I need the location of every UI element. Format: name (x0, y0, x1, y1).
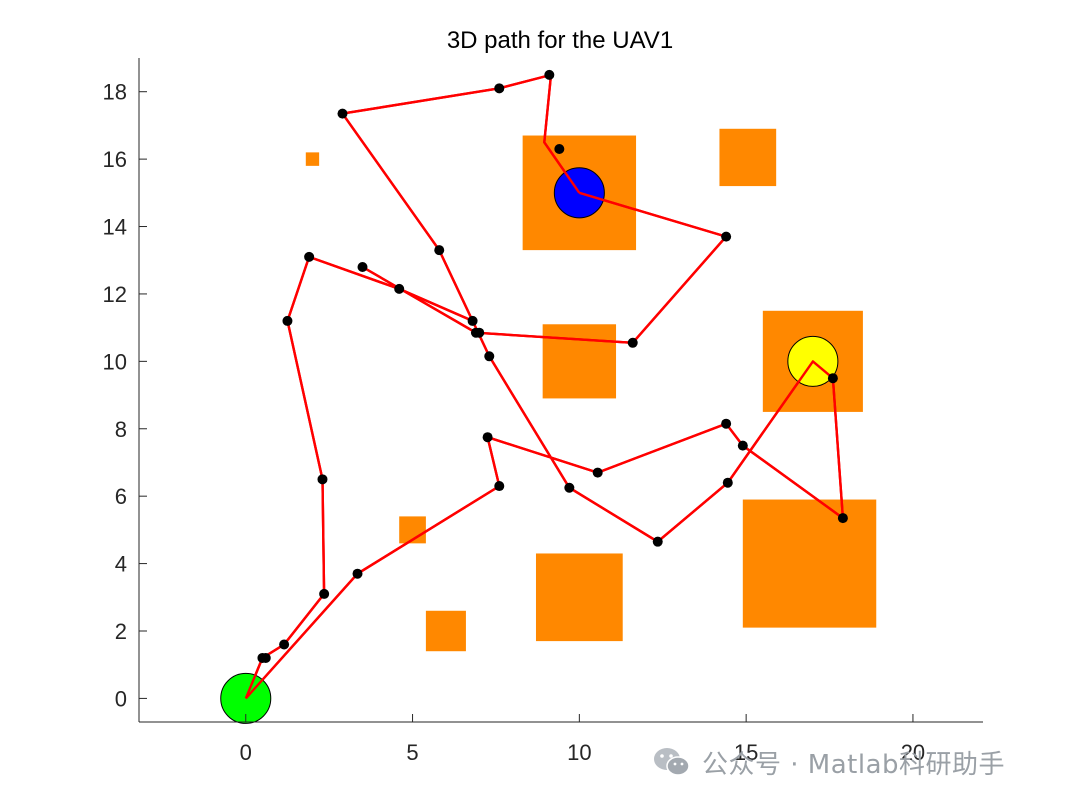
data-point-25 (260, 652, 271, 663)
data-point-21 (352, 568, 363, 579)
data-point-27 (721, 231, 732, 242)
data-point-35 (470, 327, 481, 338)
data-point-6 (304, 251, 315, 262)
obstacle-8 (425, 610, 466, 652)
x-tick-label-5: 5 (406, 740, 418, 765)
data-point-7 (394, 283, 405, 294)
axes: 0 5 10 15 20 0 2 4 6 8 10 12 14 16 18 (103, 58, 983, 765)
data-point-15 (837, 513, 848, 524)
obstacle-5 (742, 499, 877, 628)
data-point-28 (554, 144, 565, 155)
data-point-20 (494, 481, 505, 492)
x-tick-label-0: 0 (240, 740, 252, 765)
watermark-text: 公众号 · Matlab科研助手 (702, 749, 1006, 780)
waypoint-layer (257, 69, 848, 663)
y-tick-label-4: 4 (115, 552, 127, 577)
y-tick-label-0: 0 (115, 686, 127, 711)
data-point-11 (652, 536, 663, 547)
y-tick-label-8: 8 (115, 417, 127, 442)
x-tick-label-15: 15 (734, 740, 758, 765)
y-tick-label-12: 12 (103, 282, 127, 307)
data-point-17 (721, 418, 732, 429)
data-point-30 (494, 83, 505, 94)
obstacle-0 (305, 152, 320, 166)
wechat-icon (654, 748, 690, 776)
data-point-31 (337, 108, 348, 119)
x-tick-label-10: 10 (567, 740, 591, 765)
data-point-18 (592, 467, 603, 478)
data-point-9 (484, 351, 495, 362)
y-tick-label-6: 6 (115, 484, 127, 509)
y-tick-label-16: 16 (103, 147, 127, 172)
chart-title: 3D path for the UAV1 (447, 27, 673, 54)
obstacle-2 (719, 128, 777, 187)
y-tick-label-14: 14 (103, 215, 127, 240)
obstacle-layer (305, 128, 877, 652)
y-tick-label-18: 18 (103, 80, 127, 105)
data-point-36 (357, 261, 368, 272)
obstacle-7 (535, 553, 623, 642)
data-point-16 (737, 440, 748, 451)
data-point-12 (722, 477, 733, 488)
obstacle-3 (542, 324, 617, 399)
data-point-19 (482, 432, 493, 443)
data-point-4 (317, 474, 328, 485)
data-point-8 (467, 315, 478, 326)
y-tick-label-2: 2 (115, 619, 127, 644)
data-point-32 (434, 245, 445, 256)
data-point-5 (282, 315, 293, 326)
data-point-3 (319, 588, 330, 599)
data-point-2 (279, 639, 290, 650)
data-point-10 (564, 482, 575, 493)
y-tick-label-10: 10 (103, 349, 127, 374)
x-tick-label-20: 20 (901, 740, 925, 765)
watermark: 公众号 · Matlab科研助手 (652, 742, 1005, 782)
data-point-34 (627, 337, 638, 348)
data-point-14 (827, 373, 838, 384)
data-point-29 (544, 69, 555, 80)
